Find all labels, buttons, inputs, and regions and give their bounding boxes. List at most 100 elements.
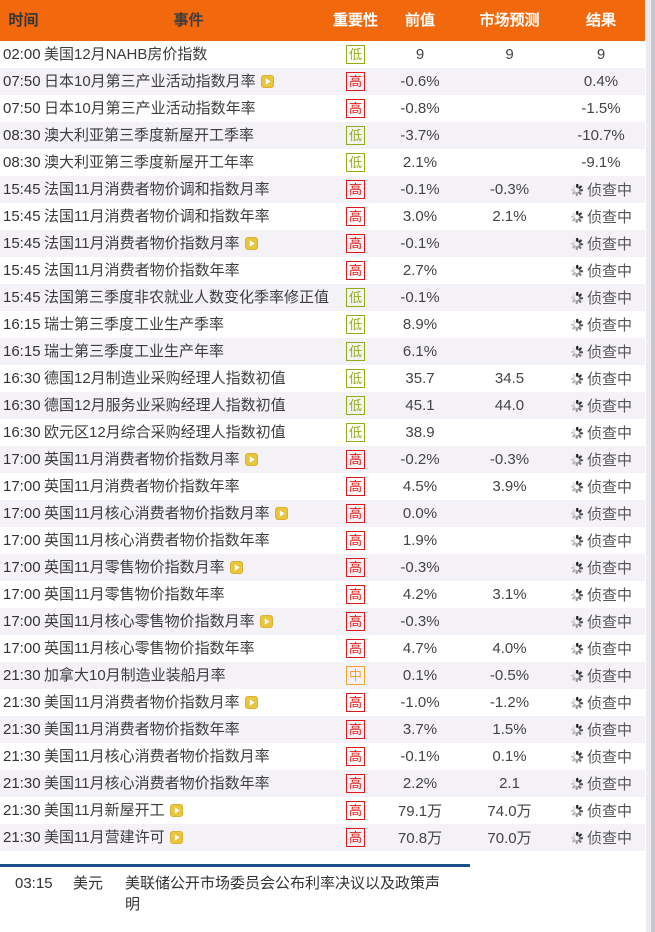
result-value: 侦查中 bbox=[557, 419, 645, 446]
table-row[interactable]: 15:45 法国11月消费者物价指数年率 高 2.7% 侦查中 bbox=[0, 257, 645, 284]
importance-badge: 高 bbox=[345, 531, 365, 550]
previous-value: -0.1% bbox=[400, 181, 440, 198]
event-label: 英国11月核心消费者物价指数月率 bbox=[44, 505, 270, 522]
importance-badge: 低 bbox=[345, 288, 365, 307]
previous-value: 45.1 bbox=[405, 397, 435, 414]
table-row[interactable]: 17:00 英国11月零售物价指数年率 高 4.2% 3.1% 侦查中 bbox=[0, 581, 645, 608]
importance-cell: 低 bbox=[333, 392, 378, 419]
previous-value: 70.8万 bbox=[397, 830, 443, 847]
table-row[interactable]: 16:30 德国12月制造业采购经理人指数初值 低 35.7 34.5 侦查中 bbox=[0, 365, 645, 392]
play-video-icon[interactable] bbox=[229, 561, 243, 574]
table-row[interactable]: 15:45 法国11月消费者物价指数月率 高 -0.1% 侦查中 bbox=[0, 230, 645, 257]
table-row[interactable]: 17:00 英国11月消费者物价指数年率 高 4.5% 3.9% 侦查中 bbox=[0, 473, 645, 500]
forecast-value bbox=[462, 419, 557, 446]
loading-spinner-icon bbox=[570, 561, 584, 574]
importance-badge: 高 bbox=[345, 450, 365, 469]
result-value: 侦查中 bbox=[557, 797, 645, 824]
pending-status-label: 侦查中 bbox=[586, 614, 632, 631]
table-row[interactable]: 17:00 英国11月零售物价指数月率 高 -0.3% 侦查中 bbox=[0, 554, 645, 581]
event-name: 德国12月服务业采购经理人指数初值 bbox=[44, 392, 333, 419]
event-name: 美国11月消费者物价指数年率 bbox=[44, 716, 333, 743]
table-row[interactable]: 21:30 美国11月消费者物价指数年率 高 3.7% 1.5% 侦查中 bbox=[0, 716, 645, 743]
play-video-icon[interactable] bbox=[244, 237, 258, 250]
event-name: 美国11月新屋开工 bbox=[44, 797, 333, 824]
event-name: 美国11月核心消费者物价指数月率 bbox=[44, 743, 333, 770]
forecast-value: 1.5% bbox=[492, 721, 527, 738]
forecast-value bbox=[462, 311, 557, 338]
event-label: 英国11月核心消费者物价指数年率 bbox=[44, 532, 270, 549]
loading-spinner-icon bbox=[570, 453, 584, 466]
play-video-icon[interactable] bbox=[260, 75, 274, 88]
result-value: 侦查中 bbox=[557, 770, 645, 797]
event-label: 美国11月消费者物价指数月率 bbox=[44, 694, 240, 711]
forecast-value bbox=[462, 338, 557, 365]
play-video-icon[interactable] bbox=[259, 615, 273, 628]
table-row[interactable]: 15:45 法国11月消费者物价调和指数月率 高 -0.1% -0.3% 侦查中 bbox=[0, 176, 645, 203]
previous-value: 2.7% bbox=[402, 262, 438, 279]
table-row[interactable]: 21:30 美国11月消费者物价指数月率 高 -1.0% -1.2% 侦查中 bbox=[0, 689, 645, 716]
importance-cell: 低 bbox=[333, 419, 378, 446]
pending-status-label: 侦查中 bbox=[586, 182, 632, 199]
importance-badge: 高 bbox=[345, 234, 365, 253]
event-time: 16:15 bbox=[3, 316, 41, 333]
table-row[interactable]: 21:30 美国11月营建许可 高 70.8万 70.0万 侦查中 bbox=[0, 824, 645, 851]
event-label: 日本10月第三产业活动指数年率 bbox=[44, 100, 256, 117]
table-row[interactable]: 16:15 瑞士第三季度工业生产季率 低 8.9% 侦查中 bbox=[0, 311, 645, 338]
table-row[interactable]: 15:45 法国第三季度非农就业人数变化季率修正值 低 -0.1% 侦查中 bbox=[0, 284, 645, 311]
table-row[interactable]: 08:30 澳大利亚第三季度新屋开工季率 低 -3.7% -10.7% bbox=[0, 122, 645, 149]
scrollbar-thumb[interactable] bbox=[651, 0, 655, 932]
forecast-value bbox=[462, 608, 557, 635]
footer-event-row[interactable]: 03:15 美元 美联储公开市场委员会公布利率决议以及政策声明 bbox=[0, 867, 645, 915]
table-body: 02:00 美国12月NAHB房价指数 低 9 9 9 07:50 日本10月第… bbox=[0, 41, 645, 851]
table-row[interactable]: 16:15 瑞士第三季度工业生产年率 低 6.1% 侦查中 bbox=[0, 338, 645, 365]
importance-badge: 高 bbox=[345, 612, 365, 631]
importance-badge: 低 bbox=[345, 369, 365, 388]
pending-status-label: 侦查中 bbox=[586, 452, 632, 469]
importance-cell: 高 bbox=[333, 203, 378, 230]
table-row[interactable]: 16:30 德国12月服务业采购经理人指数初值 低 45.1 44.0 侦查中 bbox=[0, 392, 645, 419]
event-time: 21:30 bbox=[3, 775, 41, 792]
forecast-value bbox=[462, 149, 557, 176]
table-row[interactable]: 08:30 澳大利亚第三季度新屋开工年率 低 2.1% -9.1% bbox=[0, 149, 645, 176]
result-value: 侦查中 bbox=[557, 392, 645, 419]
table-row[interactable]: 16:30 欧元区12月综合采购经理人指数初值 低 38.9 侦查中 bbox=[0, 419, 645, 446]
table-row[interactable]: 07:50 日本10月第三产业活动指数月率 高 -0.6% 0.4% bbox=[0, 68, 645, 95]
previous-value: -0.3% bbox=[400, 613, 440, 630]
pending-status-label: 侦查中 bbox=[586, 506, 632, 523]
forecast-value: 34.5 bbox=[494, 370, 525, 387]
vertical-scrollbar[interactable] bbox=[646, 0, 655, 932]
table-row[interactable]: 07:50 日本10月第三产业活动指数年率 高 -0.8% -1.5% bbox=[0, 95, 645, 122]
table-row[interactable]: 02:00 美国12月NAHB房价指数 低 9 9 9 bbox=[0, 41, 645, 68]
event-name: 英国11月核心零售物价指数月率 bbox=[44, 608, 333, 635]
table-row[interactable]: 17:00 英国11月核心零售物价指数年率 高 4.7% 4.0% 侦查中 bbox=[0, 635, 645, 662]
table-row[interactable]: 17:00 英国11月核心消费者物价指数月率 高 0.0% 侦查中 bbox=[0, 500, 645, 527]
table-row[interactable]: 17:00 英国11月核心消费者物价指数年率 高 1.9% 侦查中 bbox=[0, 527, 645, 554]
table-row[interactable]: 17:00 英国11月核心零售物价指数月率 高 -0.3% 侦查中 bbox=[0, 608, 645, 635]
event-name: 英国11月零售物价指数月率 bbox=[44, 554, 333, 581]
play-video-icon[interactable] bbox=[244, 696, 258, 709]
event-name: 日本10月第三产业活动指数月率 bbox=[44, 68, 333, 95]
importance-badge: 低 bbox=[345, 342, 365, 361]
table-row[interactable]: 21:30 美国11月核心消费者物价指数年率 高 2.2% 2.1 侦查中 bbox=[0, 770, 645, 797]
table-row[interactable]: 21:30 美国11月新屋开工 高 79.1万 74.0万 侦查中 bbox=[0, 797, 645, 824]
table-row[interactable]: 21:30 美国11月核心消费者物价指数月率 高 -0.1% 0.1% 侦查中 bbox=[0, 743, 645, 770]
pending-status-label: 侦查中 bbox=[586, 344, 632, 361]
previous-value: -0.1% bbox=[400, 289, 440, 306]
play-video-icon[interactable] bbox=[244, 453, 258, 466]
play-video-icon[interactable] bbox=[274, 507, 288, 520]
event-label: 美国12月NAHB房价指数 bbox=[44, 46, 208, 63]
play-video-icon[interactable] bbox=[169, 831, 183, 844]
play-video-icon[interactable] bbox=[169, 804, 183, 817]
importance-cell: 高 bbox=[333, 257, 378, 284]
column-header-previous: 前值 bbox=[404, 11, 435, 29]
table-row[interactable]: 15:45 法国11月消费者物价调和指数年率 高 3.0% 2.1% 侦查中 bbox=[0, 203, 645, 230]
result-value: -10.7% bbox=[577, 127, 625, 144]
event-name: 美国12月NAHB房价指数 bbox=[44, 41, 333, 68]
pending-status-label: 侦查中 bbox=[586, 371, 632, 388]
importance-badge: 中 bbox=[345, 666, 365, 685]
event-time: 07:50 bbox=[3, 73, 41, 90]
table-row[interactable]: 17:00 英国11月消费者物价指数月率 高 -0.2% -0.3% 侦查中 bbox=[0, 446, 645, 473]
table-row[interactable]: 21:30 加拿大10月制造业装船月率 中 0.1% -0.5% 侦查中 bbox=[0, 662, 645, 689]
result-value: 侦查中 bbox=[557, 662, 645, 689]
importance-badge: 高 bbox=[345, 261, 365, 280]
